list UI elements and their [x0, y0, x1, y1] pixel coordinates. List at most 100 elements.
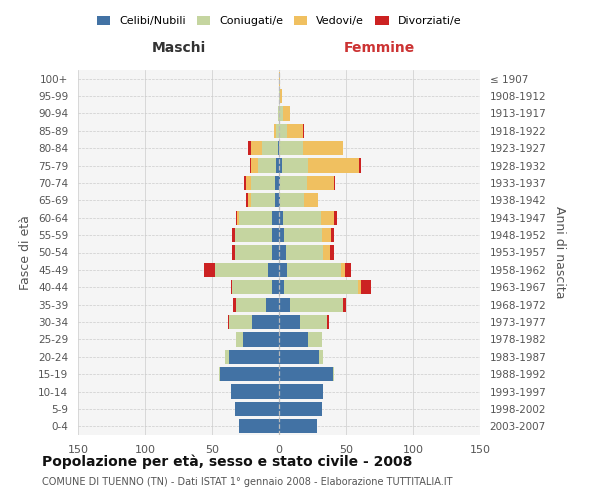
Bar	[228, 315, 229, 329]
Bar	[290, 298, 343, 312]
Bar	[279, 367, 332, 382]
Bar	[272, 210, 279, 225]
Bar	[303, 141, 343, 156]
Bar	[231, 280, 232, 294]
Bar	[279, 210, 283, 225]
Bar	[344, 263, 352, 277]
Bar	[319, 350, 323, 364]
Bar	[250, 158, 251, 172]
Y-axis label: Fasce di età: Fasce di età	[19, 215, 32, 290]
Bar	[283, 106, 290, 120]
Bar	[327, 315, 329, 329]
Bar	[279, 298, 290, 312]
Bar	[226, 350, 229, 364]
Bar	[301, 315, 327, 329]
Bar	[280, 176, 307, 190]
Text: Femmine: Femmine	[344, 42, 415, 56]
Legend: Celibi/Nubili, Coniugati/e, Vedovi/e, Divorziati/e: Celibi/Nubili, Coniugati/e, Vedovi/e, Di…	[92, 12, 466, 31]
Bar	[308, 158, 359, 172]
Bar	[215, 263, 268, 277]
Bar	[279, 72, 280, 86]
Text: Maschi: Maschi	[151, 42, 206, 56]
Bar	[243, 332, 279, 346]
Bar	[332, 367, 334, 382]
Bar	[279, 384, 323, 398]
Bar	[280, 89, 281, 103]
Bar	[272, 228, 279, 242]
Bar	[251, 141, 262, 156]
Text: Popolazione per età, sesso e stato civile - 2008: Popolazione per età, sesso e stato civil…	[42, 454, 412, 469]
Bar	[279, 158, 281, 172]
Bar	[279, 246, 286, 260]
Bar	[279, 315, 301, 329]
Bar	[232, 228, 235, 242]
Bar	[220, 367, 279, 382]
Text: COMUNE DI TUENNO (TN) - Dati ISTAT 1° gennaio 2008 - Elaborazione TUTTITALIA.IT: COMUNE DI TUENNO (TN) - Dati ISTAT 1° ge…	[42, 477, 452, 487]
Bar	[323, 246, 330, 260]
Bar	[343, 298, 346, 312]
Bar	[279, 280, 284, 294]
Bar	[272, 280, 279, 294]
Bar	[248, 193, 251, 208]
Bar	[236, 332, 243, 346]
Bar	[239, 419, 279, 434]
Bar	[279, 350, 319, 364]
Bar	[279, 106, 283, 120]
Bar	[262, 141, 278, 156]
Bar	[279, 124, 287, 138]
Bar	[331, 228, 334, 242]
Bar	[236, 298, 266, 312]
Bar	[303, 124, 304, 138]
Bar	[239, 210, 272, 225]
Bar	[278, 106, 279, 120]
Y-axis label: Anni di nascita: Anni di nascita	[553, 206, 566, 298]
Bar	[257, 158, 277, 172]
Bar	[238, 210, 239, 225]
Bar	[277, 158, 279, 172]
Bar	[279, 228, 284, 242]
Bar	[281, 158, 308, 172]
Bar	[236, 210, 238, 225]
Bar	[275, 176, 279, 190]
Bar	[251, 176, 275, 190]
Bar	[279, 193, 280, 208]
Bar	[229, 350, 279, 364]
Bar	[322, 228, 331, 242]
Bar	[232, 246, 235, 260]
Bar	[361, 280, 371, 294]
Bar	[287, 124, 303, 138]
Bar	[279, 176, 280, 190]
Bar	[229, 315, 252, 329]
Bar	[334, 176, 335, 190]
Bar	[231, 384, 279, 398]
Bar	[279, 141, 303, 156]
Bar	[277, 124, 279, 138]
Bar	[232, 280, 272, 294]
Bar	[279, 332, 308, 346]
Bar	[334, 210, 337, 225]
Bar	[330, 246, 334, 260]
Bar	[308, 332, 322, 346]
Bar	[268, 263, 279, 277]
Bar	[307, 176, 334, 190]
Bar	[359, 158, 361, 172]
Bar	[279, 263, 287, 277]
Bar	[320, 210, 334, 225]
Bar	[279, 89, 280, 103]
Bar	[251, 158, 257, 172]
Bar	[286, 246, 323, 260]
Bar	[284, 280, 358, 294]
Bar	[358, 280, 361, 294]
Bar	[304, 193, 318, 208]
Bar	[204, 263, 215, 277]
Bar	[341, 263, 344, 277]
Bar	[252, 315, 279, 329]
Bar	[266, 298, 279, 312]
Bar	[235, 246, 272, 260]
Bar	[248, 141, 251, 156]
Bar	[283, 210, 320, 225]
Bar	[279, 402, 322, 416]
Bar	[284, 228, 322, 242]
Bar	[278, 141, 279, 156]
Bar	[272, 246, 279, 260]
